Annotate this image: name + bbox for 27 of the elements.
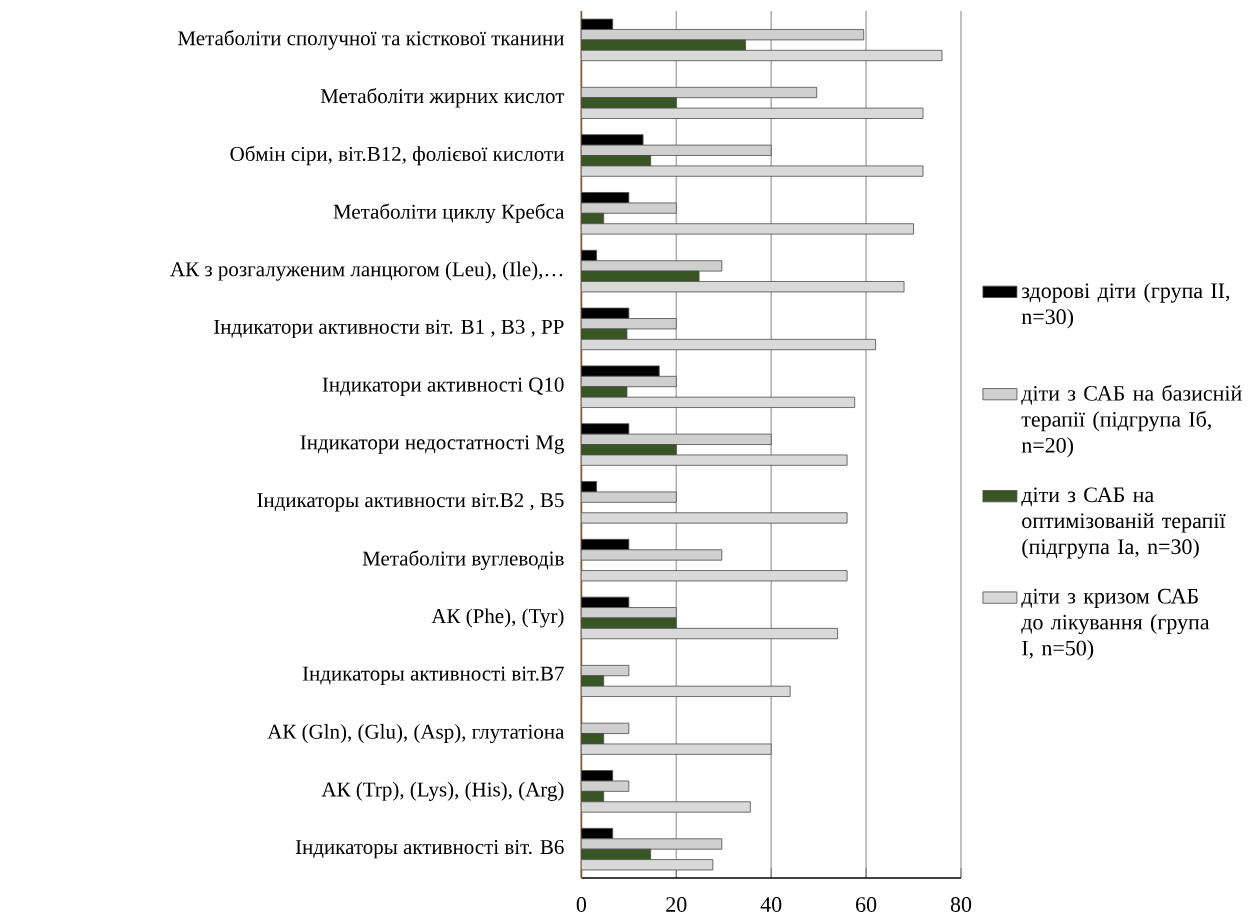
legend-label: діти з САБ на оптимізованій терапії (підгрупа Іа, n=30): [1021, 487, 1226, 559]
x-tick-label: 60: [856, 897, 877, 912]
bar: [581, 801, 751, 813]
bar: [581, 675, 605, 687]
y-tick-label: Індикатори активности віт. В1 , В3 , РР: [214, 319, 564, 339]
legend-label: діти з САБ на базисній терапії (підгрупа Іб, n=20): [1021, 384, 1242, 458]
x-tick-label: 0: [576, 897, 587, 912]
x-tick-label: 40: [760, 897, 782, 912]
y-tick-label: Метаболіти сполучної та кісткової тканини: [178, 30, 564, 50]
y-tick-label: Обмін сіри, віт.В12, фолієвої кислоти: [230, 145, 564, 166]
y-tick-label: Метаболіти вуглеводів: [362, 550, 564, 570]
y-tick-label: Індикатори недостатності Mg: [300, 435, 564, 454]
y-tick-label: Індикаторы активності віт.В7: [302, 666, 564, 685]
y-tick-label: Індикаторы активности віт.В2 , В5: [257, 493, 564, 512]
y-tick-label: Індикаторы активності віт. В6: [295, 839, 564, 859]
x-tick-label: 20: [666, 897, 687, 912]
y-tick-label: АК (Trp), (Lys), (His), (Arg): [321, 781, 564, 801]
y-tick-label: АК (Phe), (Tyr): [431, 608, 564, 628]
y-tick-label: Метаболіти циклу Кребса: [333, 203, 565, 224]
legend-label: діти з кризом САБ до лікування (група І, n=50): [1021, 588, 1210, 661]
x-tick-label: 80: [950, 897, 972, 912]
y-tick-label: АК (Gln), (Glu), (Asp), глутатіона: [267, 724, 565, 744]
bar: [581, 838, 723, 850]
legend-label: здорові діти (група ІІ, n=30): [1021, 282, 1230, 329]
y-tick-label: АК з розгалуженим ланцюгом (Leu), (Ile),…: [170, 261, 563, 281]
y-tick-label: Індикатори активності Q10: [322, 377, 564, 396]
y-tick-label: Метаболіти жирних кислот: [320, 87, 565, 108]
